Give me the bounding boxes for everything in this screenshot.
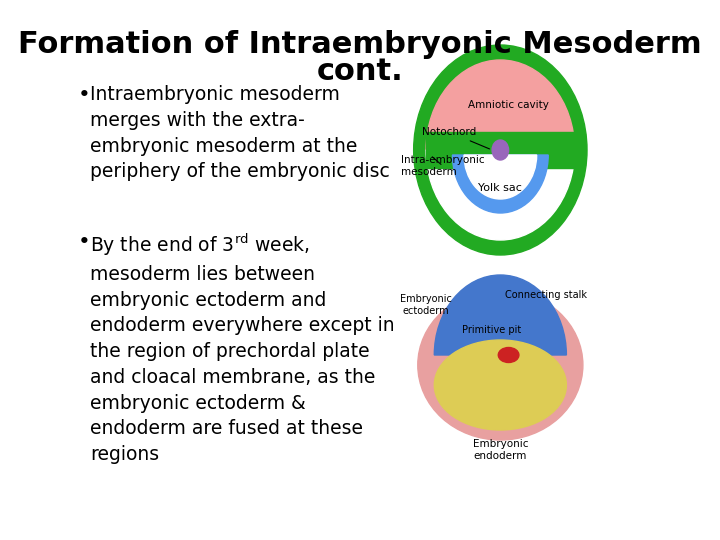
Text: Amniotic cavity: Amniotic cavity bbox=[468, 100, 549, 110]
Circle shape bbox=[492, 140, 508, 160]
Text: Embryonic
endoderm: Embryonic endoderm bbox=[472, 439, 528, 461]
Text: Notochord: Notochord bbox=[422, 127, 490, 149]
Text: cont.: cont. bbox=[317, 57, 403, 86]
Wedge shape bbox=[452, 155, 548, 213]
Ellipse shape bbox=[434, 340, 567, 430]
Wedge shape bbox=[464, 155, 536, 199]
Wedge shape bbox=[434, 275, 567, 355]
Text: By the end of 3$^{\mathregular{rd}}$ week,
mesoderm lies between
embryonic ectod: By the end of 3$^{\mathregular{rd}}$ wee… bbox=[90, 232, 395, 464]
Text: Formation of Intraembryonic Mesoderm: Formation of Intraembryonic Mesoderm bbox=[18, 30, 702, 59]
Text: Connecting stalk: Connecting stalk bbox=[505, 290, 587, 300]
Ellipse shape bbox=[418, 290, 583, 440]
Text: Primitive pit: Primitive pit bbox=[462, 325, 522, 335]
Circle shape bbox=[414, 45, 587, 255]
Text: Intraembryonic mesoderm
merges with the extra-
embryonic mesoderm at the
periphe: Intraembryonic mesoderm merges with the … bbox=[90, 85, 390, 181]
Text: Intra-embryonic
mesoderm: Intra-embryonic mesoderm bbox=[401, 156, 485, 177]
Text: Yolk sac: Yolk sac bbox=[478, 183, 522, 193]
Ellipse shape bbox=[498, 348, 519, 362]
Bar bbox=[426, 132, 575, 168]
Text: Embryonic
ectoderm: Embryonic ectoderm bbox=[400, 294, 452, 316]
Wedge shape bbox=[426, 60, 575, 150]
Wedge shape bbox=[426, 150, 575, 240]
Text: •: • bbox=[78, 85, 91, 105]
Text: •: • bbox=[78, 232, 91, 252]
